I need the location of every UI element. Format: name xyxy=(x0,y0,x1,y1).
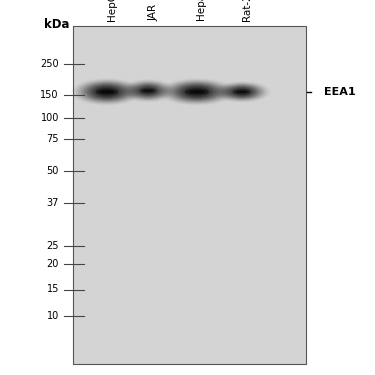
Ellipse shape xyxy=(136,86,160,96)
Ellipse shape xyxy=(184,87,210,97)
Ellipse shape xyxy=(232,88,252,96)
Text: 37: 37 xyxy=(46,198,59,208)
Ellipse shape xyxy=(124,81,172,101)
Text: 25: 25 xyxy=(46,241,59,250)
Ellipse shape xyxy=(128,82,168,99)
Ellipse shape xyxy=(135,85,162,97)
Text: 50: 50 xyxy=(46,166,59,176)
Ellipse shape xyxy=(221,84,262,100)
Ellipse shape xyxy=(178,85,216,99)
Ellipse shape xyxy=(96,88,118,96)
Text: HepG2: HepG2 xyxy=(107,0,117,21)
Ellipse shape xyxy=(133,84,164,98)
Text: 10: 10 xyxy=(46,311,59,321)
Text: Rat-2: Rat-2 xyxy=(242,0,252,21)
Ellipse shape xyxy=(236,90,248,93)
Ellipse shape xyxy=(164,80,230,104)
Ellipse shape xyxy=(76,80,138,104)
Ellipse shape xyxy=(84,83,130,101)
Ellipse shape xyxy=(181,86,213,98)
Ellipse shape xyxy=(226,86,258,98)
Ellipse shape xyxy=(228,86,256,98)
Text: kDa: kDa xyxy=(44,18,69,31)
Text: Hepa 1-6: Hepa 1-6 xyxy=(197,0,207,21)
Ellipse shape xyxy=(87,84,127,100)
Ellipse shape xyxy=(219,83,264,100)
Ellipse shape xyxy=(126,81,170,100)
Text: 20: 20 xyxy=(46,260,59,269)
Text: 100: 100 xyxy=(40,113,59,123)
Ellipse shape xyxy=(92,86,122,98)
Ellipse shape xyxy=(185,88,209,96)
Ellipse shape xyxy=(175,84,219,100)
Text: 150: 150 xyxy=(40,90,59,99)
Text: 15: 15 xyxy=(46,285,59,294)
Ellipse shape xyxy=(140,88,157,94)
Ellipse shape xyxy=(79,81,135,103)
Ellipse shape xyxy=(217,82,267,101)
Ellipse shape xyxy=(189,90,205,94)
Ellipse shape xyxy=(99,90,114,94)
Ellipse shape xyxy=(130,83,166,99)
Ellipse shape xyxy=(81,82,132,102)
Ellipse shape xyxy=(89,85,124,99)
Text: 250: 250 xyxy=(40,59,59,69)
Text: JAR: JAR xyxy=(148,3,158,21)
Ellipse shape xyxy=(142,89,154,92)
Ellipse shape xyxy=(233,89,250,95)
Text: 75: 75 xyxy=(46,134,59,144)
Ellipse shape xyxy=(166,81,227,103)
Ellipse shape xyxy=(224,85,260,99)
Bar xyxy=(73,26,306,364)
Ellipse shape xyxy=(172,83,222,101)
Ellipse shape xyxy=(139,86,158,95)
Ellipse shape xyxy=(170,82,224,102)
Text: EEA1: EEA1 xyxy=(324,87,356,97)
Ellipse shape xyxy=(230,87,254,97)
Ellipse shape xyxy=(94,87,119,97)
